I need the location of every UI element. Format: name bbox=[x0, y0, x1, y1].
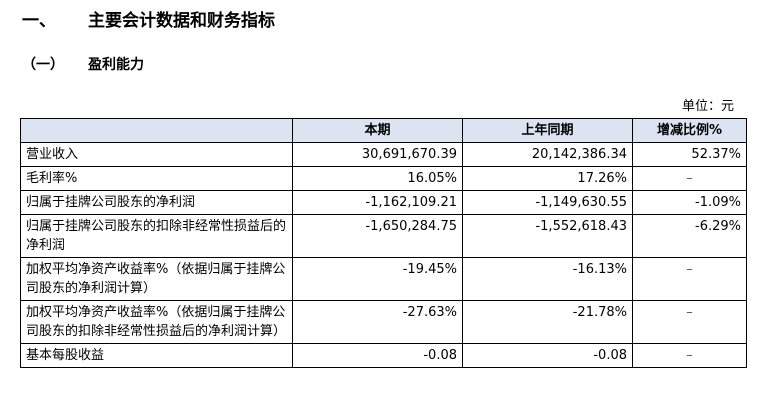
table-row: 加权平均净资产收益率%（依据归属于挂牌公司股东的扣除非经常性损益后的净利润计算）… bbox=[20, 300, 747, 344]
row-current: -19.45% bbox=[292, 257, 463, 301]
subsection-title: 盈利能力 bbox=[88, 57, 144, 73]
row-item: 毛利率% bbox=[20, 166, 293, 191]
table-header-row: 本期 上年同期 增减比例% bbox=[20, 118, 747, 143]
row-current: 16.05% bbox=[292, 166, 463, 191]
table-row: 基本每股收益 -0.08 -0.08 – bbox=[20, 343, 747, 368]
row-current: -0.08 bbox=[292, 343, 463, 368]
header-current-period: 本期 bbox=[292, 118, 463, 143]
table-row: 归属于挂牌公司股东的扣除非经常性损益后的净利润 -1,650,284.75 -1… bbox=[20, 214, 747, 258]
financial-indicators-table: 本期 上年同期 增减比例% 营业收入 30,691,670.39 20,142,… bbox=[20, 118, 747, 368]
header-item bbox=[20, 118, 293, 143]
table-row: 毛利率% 16.05% 17.26% – bbox=[20, 166, 747, 191]
row-change: 52.37% bbox=[632, 142, 747, 167]
row-prior: -1,552,618.43 bbox=[462, 214, 633, 258]
row-item: 营业收入 bbox=[20, 142, 293, 167]
row-change: – bbox=[632, 343, 747, 368]
row-item: 基本每股收益 bbox=[20, 343, 293, 368]
row-change: – bbox=[632, 166, 747, 191]
row-current: 30,691,670.39 bbox=[292, 142, 463, 167]
subsection-heading: （一） 盈利能力 bbox=[22, 54, 144, 74]
row-current: -1,650,284.75 bbox=[292, 214, 463, 258]
table-row: 加权平均净资产收益率%（依据归属于挂牌公司股东的净利润计算） -19.45% -… bbox=[20, 257, 747, 301]
row-change: – bbox=[632, 257, 747, 301]
row-item: 归属于挂牌公司股东的扣除非经常性损益后的净利润 bbox=[20, 214, 293, 258]
row-change: – bbox=[632, 300, 747, 344]
unit-label: 单位：元 bbox=[681, 99, 734, 114]
row-item: 加权平均净资产收益率%（依据归属于挂牌公司股东的扣除非经常性损益后的净利润计算） bbox=[20, 300, 293, 344]
section-number: 一、 bbox=[22, 11, 56, 31]
row-current: -1,162,109.21 bbox=[292, 190, 463, 215]
section-title: 主要会计数据和财务指标 bbox=[88, 11, 275, 31]
row-item: 加权平均净资产收益率%（依据归属于挂牌公司股东的净利润计算） bbox=[20, 257, 293, 301]
row-prior: -1,149,630.55 bbox=[462, 190, 633, 215]
table-row: 营业收入 30,691,670.39 20,142,386.34 52.37% bbox=[20, 142, 747, 167]
row-prior: -21.78% bbox=[462, 300, 633, 344]
row-prior: -0.08 bbox=[462, 343, 633, 368]
row-prior: 17.26% bbox=[462, 166, 633, 191]
row-prior: -16.13% bbox=[462, 257, 633, 301]
row-change: -1.09% bbox=[632, 190, 747, 215]
row-change: -6.29% bbox=[632, 214, 747, 258]
section-heading: 一、 主要会计数据和财务指标 bbox=[22, 6, 275, 31]
row-item: 归属于挂牌公司股东的净利润 bbox=[20, 190, 293, 215]
row-prior: 20,142,386.34 bbox=[462, 142, 633, 167]
header-change-ratio: 增减比例% bbox=[632, 118, 747, 143]
header-prior-period: 上年同期 bbox=[462, 118, 633, 143]
row-current: -27.63% bbox=[292, 300, 463, 344]
table-row: 归属于挂牌公司股东的净利润 -1,162,109.21 -1,149,630.5… bbox=[20, 190, 747, 215]
subsection-number: （一） bbox=[22, 57, 64, 73]
